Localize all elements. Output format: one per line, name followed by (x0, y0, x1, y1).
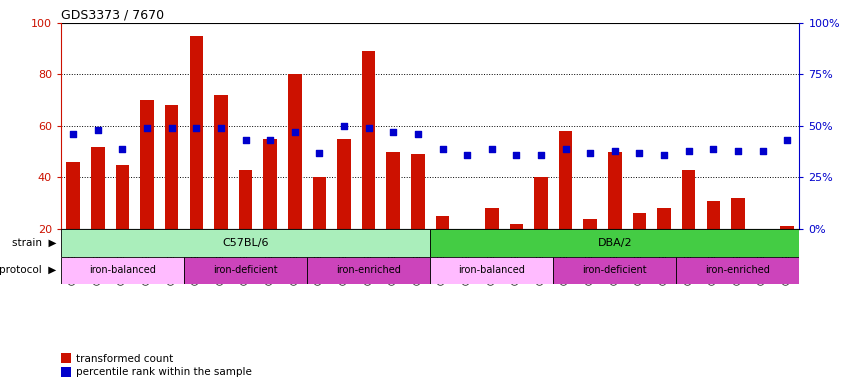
Point (755, 147, 769, 154)
Bar (485, 208, 498, 229)
Bar (165, 105, 179, 229)
Bar (140, 100, 154, 229)
Text: strain  ▶: strain ▶ (12, 238, 57, 248)
Point (633, 150, 646, 156)
Text: protocol  ▶: protocol ▶ (0, 265, 57, 275)
Bar (553, 257, 676, 284)
Bar (509, 224, 523, 229)
Point (731, 147, 744, 154)
Point (780, 137, 794, 144)
Point (485, 146, 498, 152)
Bar (608, 152, 622, 229)
Bar (61, 353, 70, 363)
Bar (61, 367, 70, 377)
Bar (731, 198, 744, 229)
Bar (313, 177, 327, 229)
Bar (239, 170, 252, 229)
Bar (584, 218, 597, 229)
Text: iron-enriched: iron-enriched (336, 265, 401, 275)
Bar (61, 257, 184, 284)
Text: iron-deficient: iron-deficient (213, 265, 277, 275)
Text: percentile rank within the sample: percentile rank within the sample (76, 367, 252, 377)
Point (313, 150, 327, 156)
Bar (338, 139, 351, 229)
Point (411, 131, 425, 137)
Point (67, 131, 80, 137)
Point (559, 146, 573, 152)
Point (608, 147, 622, 154)
Bar (288, 74, 301, 229)
Text: iron-balanced: iron-balanced (459, 265, 525, 275)
Point (239, 137, 252, 144)
Bar (706, 200, 720, 229)
Bar (633, 214, 646, 229)
Point (91, 127, 105, 133)
Bar (214, 95, 228, 229)
Text: DBA/2: DBA/2 (597, 238, 632, 248)
Text: C57BL/6: C57BL/6 (222, 238, 269, 248)
Point (436, 146, 449, 152)
Text: GDS3373 / 7670: GDS3373 / 7670 (61, 9, 164, 22)
Point (116, 146, 129, 152)
Bar (411, 154, 425, 229)
Bar (682, 170, 695, 229)
Bar (263, 139, 277, 229)
Text: transformed count: transformed count (76, 354, 173, 364)
Bar (61, 229, 430, 257)
Bar (436, 216, 449, 229)
Bar (67, 162, 80, 229)
Bar (657, 208, 671, 229)
Bar (362, 51, 376, 229)
Point (140, 125, 154, 131)
Point (338, 123, 351, 129)
Bar (430, 229, 799, 257)
Point (584, 150, 597, 156)
Text: iron-balanced: iron-balanced (89, 265, 156, 275)
Point (460, 152, 474, 158)
Bar (676, 257, 799, 284)
Bar (91, 147, 105, 229)
Text: iron-enriched: iron-enriched (706, 265, 771, 275)
Bar (190, 36, 203, 229)
Bar (116, 164, 129, 229)
Point (263, 137, 277, 144)
Point (288, 129, 301, 135)
Bar (184, 257, 307, 284)
Point (362, 125, 376, 131)
Bar (780, 226, 794, 229)
Bar (307, 257, 430, 284)
Point (190, 125, 203, 131)
Bar (534, 177, 547, 229)
Point (657, 152, 671, 158)
Point (534, 152, 547, 158)
Bar (559, 131, 573, 229)
Point (706, 146, 720, 152)
Bar (387, 152, 400, 229)
Point (682, 147, 695, 154)
Point (165, 125, 179, 131)
Bar (430, 257, 553, 284)
Point (387, 129, 400, 135)
Point (214, 125, 228, 131)
Text: iron-deficient: iron-deficient (583, 265, 647, 275)
Point (509, 152, 523, 158)
